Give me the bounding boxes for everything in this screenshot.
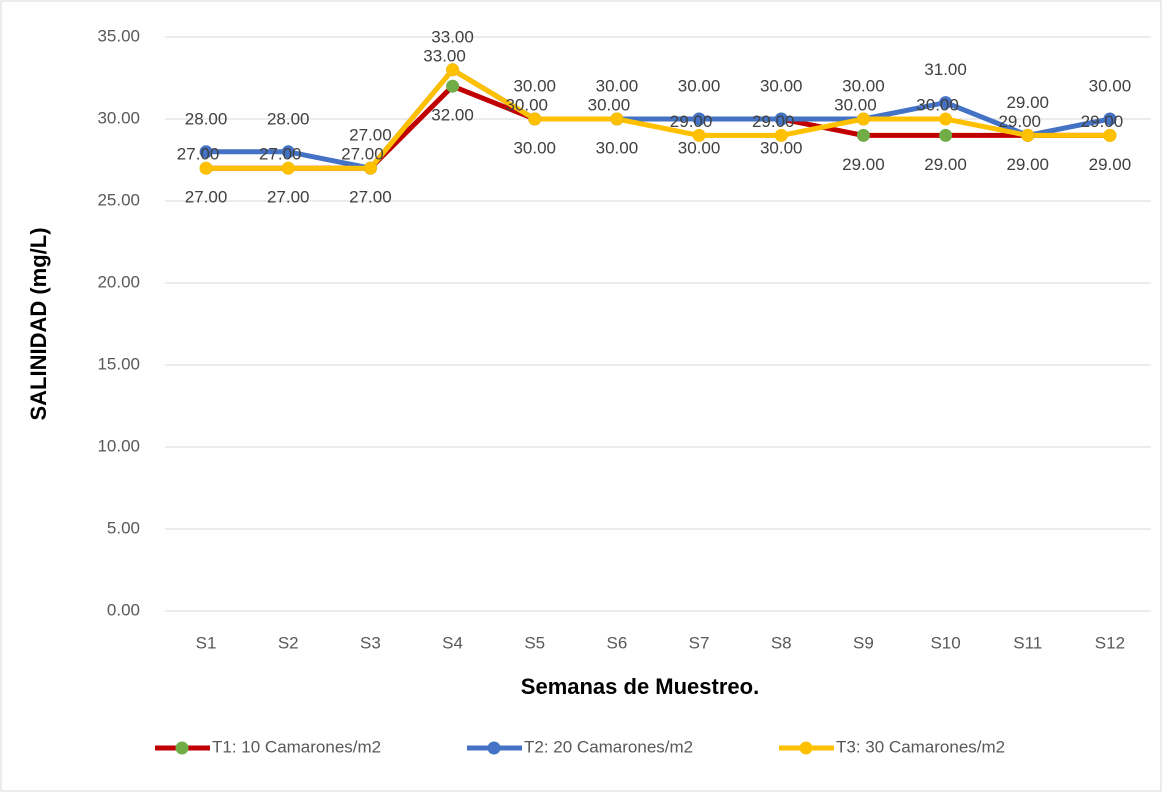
x-tick-label: S4 <box>442 633 463 652</box>
data-label: 27.00 <box>341 145 384 164</box>
x-tick-label: S2 <box>278 633 299 652</box>
series-line <box>206 67 1111 171</box>
marker <box>446 79 460 93</box>
data-label: 27.00 <box>185 188 228 207</box>
x-tick-label: S10 <box>930 633 960 652</box>
data-label: 27.00 <box>259 145 302 164</box>
data-label: 33.00 <box>431 27 474 46</box>
legend-label: T2: 20 Camarones/m2 <box>524 737 693 756</box>
data-label: 30.00 <box>760 138 803 157</box>
y-tick-label: 0.00 <box>107 600 140 619</box>
marker <box>281 145 295 159</box>
marker <box>199 161 213 175</box>
legend-label: T3: 30 Camarones/m2 <box>836 737 1005 756</box>
data-label: 29.00 <box>1089 155 1132 174</box>
marker <box>1103 128 1117 142</box>
data-label: 30.00 <box>834 95 877 114</box>
x-tick-label: S5 <box>524 633 545 652</box>
x-axis-title: Semanas de Muestreo. <box>521 674 759 699</box>
marker <box>692 112 706 126</box>
marker <box>692 128 706 142</box>
marker <box>446 63 460 77</box>
marker <box>856 112 870 126</box>
data-label: 30.00 <box>678 138 721 157</box>
x-tick-label: S8 <box>771 633 792 652</box>
data-label: 27.00 <box>177 145 220 164</box>
data-label: 30.00 <box>842 76 885 95</box>
x-tick-label: S1 <box>196 633 217 652</box>
y-axis-title: SALINIDAD (mg/L) <box>26 227 51 420</box>
data-label: 30.00 <box>916 95 959 114</box>
data-label: 30.00 <box>596 138 639 157</box>
marker <box>528 112 542 126</box>
y-tick-label: 10.00 <box>97 436 140 455</box>
data-label: 29.00 <box>1081 112 1124 131</box>
legend-marker <box>799 741 813 755</box>
data-label: 30.00 <box>505 95 548 114</box>
data-label: 29.00 <box>998 112 1041 131</box>
x-tick-label: S9 <box>853 633 874 652</box>
data-label: 29.00 <box>842 155 885 174</box>
marker <box>856 128 870 142</box>
x-tick-label: S3 <box>360 633 381 652</box>
x-tick-label: S12 <box>1095 633 1125 652</box>
data-label: 32.00 <box>431 106 474 125</box>
data-label: 31.00 <box>924 60 967 79</box>
x-tick-label: S7 <box>689 633 710 652</box>
data-label: 27.00 <box>349 188 392 207</box>
y-tick-label: 20.00 <box>97 272 140 291</box>
x-tick-label: S6 <box>607 633 628 652</box>
data-label: 29.00 <box>670 112 713 131</box>
marker <box>281 161 295 175</box>
marker <box>1021 128 1035 142</box>
marker <box>363 161 377 175</box>
marker <box>774 128 788 142</box>
data-label: 30.00 <box>596 76 639 95</box>
data-label: 27.00 <box>349 126 392 145</box>
marker <box>939 112 953 126</box>
data-label: 30.00 <box>513 76 556 95</box>
data-label: 28.00 <box>185 109 228 128</box>
marker <box>610 112 624 126</box>
y-tick-label: 35.00 <box>97 26 140 45</box>
y-tick-label: 5.00 <box>107 518 140 537</box>
y-tick-label: 25.00 <box>97 190 140 209</box>
data-label: 30.00 <box>588 95 631 114</box>
data-label: 29.00 <box>924 155 967 174</box>
legend-marker <box>487 741 501 755</box>
data-label: 30.00 <box>678 76 721 95</box>
data-label: 29.00 <box>1006 155 1049 174</box>
data-label: 30.00 <box>513 138 556 157</box>
data-label: 27.00 <box>267 188 310 207</box>
data-label: 29.00 <box>1006 93 1049 112</box>
data-label: 30.00 <box>1089 76 1132 95</box>
marker <box>774 112 788 126</box>
data-label: 28.00 <box>267 109 310 128</box>
data-label: 29.00 <box>752 112 795 131</box>
data-label: 30.00 <box>760 76 803 95</box>
series-line <box>206 67 1110 171</box>
marker <box>199 145 213 159</box>
x-tick-label: S11 <box>1013 633 1042 652</box>
y-tick-label: 15.00 <box>97 354 140 373</box>
marker <box>1103 112 1117 126</box>
legend-marker <box>175 741 189 755</box>
y-tick-label: 30.00 <box>97 108 140 127</box>
marker <box>939 96 953 110</box>
legend-label: T1: 10 Camarones/m2 <box>212 737 381 756</box>
data-label: 33.00 <box>423 46 466 65</box>
marker <box>939 128 953 142</box>
